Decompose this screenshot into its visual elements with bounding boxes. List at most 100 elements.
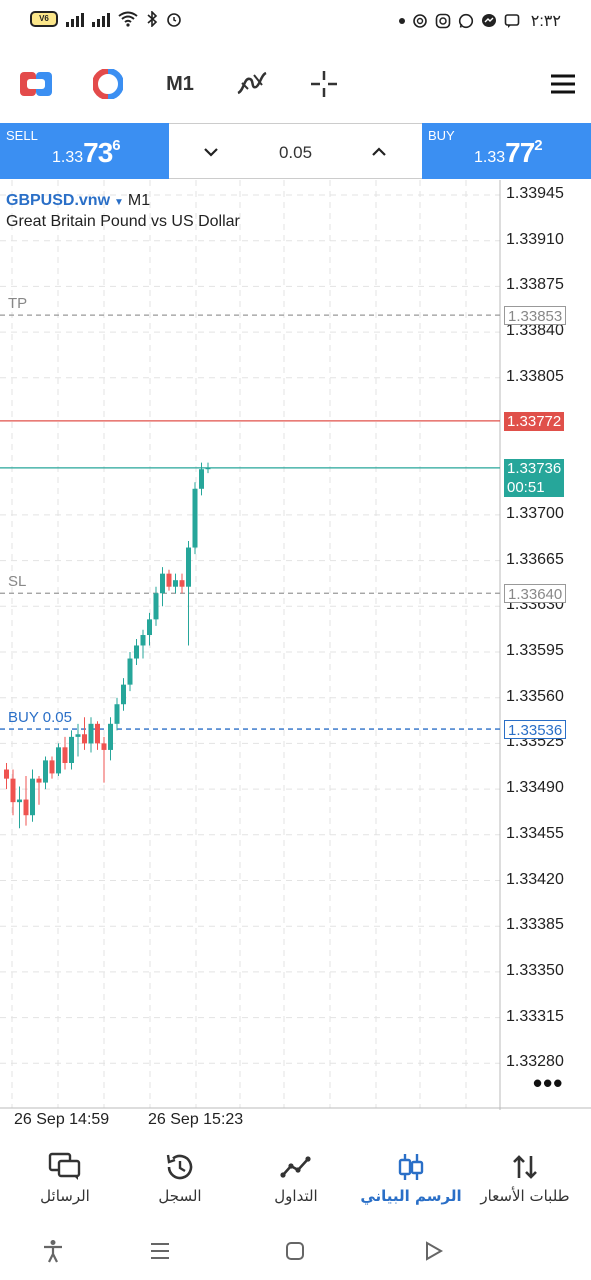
dot-icon	[398, 18, 405, 24]
nav-chart-label: الرسم البياني	[360, 1187, 462, 1205]
chat-notification-icon	[504, 14, 520, 28]
sl-price-box: 1.33640	[504, 584, 567, 604]
more-options-icon[interactable]: •••	[533, 1068, 564, 1098]
candle-body	[108, 723, 113, 750]
nav-quotes[interactable]: طلبات الأسعار	[466, 1138, 584, 1214]
candle-body	[192, 488, 198, 548]
candle-body	[134, 645, 139, 659]
volume-decrease-button[interactable]	[197, 138, 225, 166]
recent-apps-icon	[151, 1243, 169, 1259]
back-button[interactable]	[420, 1238, 446, 1264]
price-tick-label: 1.33420	[506, 870, 564, 888]
price-tick-label: 1.33350	[506, 961, 564, 979]
bar-countdown: 00:51	[507, 478, 545, 496]
time-label-2: 26 Sep 15:23	[148, 1111, 244, 1128]
objects-button[interactable]	[234, 64, 270, 104]
tp-price-box: 1.33853	[504, 306, 567, 326]
chatgpt-icon	[412, 14, 427, 28]
nav-trade[interactable]: التداول	[237, 1138, 355, 1214]
indicators-button[interactable]	[90, 64, 126, 104]
buy-price-main: 1.33	[474, 149, 506, 166]
chart-timeframe: M1	[127, 192, 151, 209]
chart-canvas	[0, 180, 591, 1110]
accessibility-button[interactable]	[40, 1238, 66, 1264]
bid-price-value: 1.33736	[507, 459, 562, 477]
home-button[interactable]	[282, 1238, 308, 1264]
nav-history-label: السجل	[158, 1187, 202, 1205]
recent-apps-button[interactable]	[147, 1238, 173, 1264]
price-tick-label: 1.33945	[506, 185, 564, 202]
sell-label: SELL	[6, 128, 38, 143]
buy-sell-toggle-icon	[20, 72, 52, 96]
trade-toggle-button[interactable]	[18, 64, 54, 104]
position-line-label[interactable]: BUY 0.05	[8, 709, 72, 727]
candle-body	[153, 593, 159, 620]
volume-value[interactable]: 0.05	[278, 143, 313, 162]
instagram-icon	[435, 13, 451, 29]
status-right: ٢:٣٢	[398, 11, 561, 31]
candle-body	[127, 658, 133, 685]
volume-increase-button[interactable]	[365, 138, 393, 166]
candle-body	[121, 684, 126, 705]
chart-title: GBPUSD.vnw ▼ M1	[6, 192, 150, 210]
battery-text: V6	[39, 14, 49, 23]
candle-body	[179, 580, 185, 587]
time-axis: 26 Sep 14:59 26 Sep 15:23	[0, 1108, 591, 1132]
hamburger-menu-icon	[551, 74, 575, 94]
sell-button[interactable]: SELL 1.33736	[0, 123, 169, 179]
buy-button[interactable]: BUY 1.33772	[422, 123, 591, 179]
timeframe-button[interactable]: M1	[160, 64, 200, 104]
candle-body	[23, 799, 29, 816]
status-bar: V6 ٢:٣٢	[0, 0, 591, 44]
nav-messages-label: الرسائل	[40, 1187, 90, 1205]
crosshair-icon	[311, 71, 337, 97]
candle-body	[10, 778, 16, 803]
buy-label: BUY	[428, 128, 455, 143]
candle-body	[186, 547, 191, 587]
buy-price-sup: 2	[534, 137, 543, 154]
chart-toolbar: M1	[0, 50, 591, 118]
price-tick-label: 1.33700	[506, 504, 564, 522]
trade-icon	[237, 1150, 355, 1184]
sl-line-label: SL	[8, 573, 27, 591]
price-tick-label: 1.33910	[506, 230, 564, 248]
messages-icon	[6, 1150, 124, 1184]
nav-history[interactable]: السجل	[121, 1138, 239, 1214]
candle-body	[166, 573, 172, 587]
chevron-down-icon	[204, 148, 218, 157]
bid-price-box: 1.33736 00:51	[504, 458, 565, 497]
candle-body	[140, 635, 146, 646]
tp-line-label: TP	[8, 295, 28, 313]
drawing-objects-icon	[237, 71, 267, 95]
candle-body	[160, 573, 165, 594]
nav-quotes-label: طلبات الأسعار	[480, 1187, 570, 1205]
price-chart[interactable]: GBPUSD.vnw ▼ M1 Great Britain Pound vs US …	[0, 180, 591, 1110]
price-tick-label: 1.33595	[506, 642, 564, 659]
sell-price-main: 1.33	[52, 149, 84, 166]
crosshair-button[interactable]	[306, 64, 342, 104]
nav-messages[interactable]: الرسائل	[6, 1138, 124, 1214]
candle-body	[62, 747, 68, 763]
candle-body	[75, 734, 81, 737]
sell-price-sup: 6	[112, 137, 121, 154]
nav-chart[interactable]: الرسم البياني	[352, 1138, 470, 1214]
home-square-icon	[286, 1242, 304, 1260]
ask-price-box: 1.33772	[504, 411, 565, 431]
symbol-name[interactable]: GBPUSD.vnw	[6, 192, 111, 209]
alarm-icon	[167, 13, 181, 27]
price-tick-label: 1.33385	[506, 916, 564, 934]
bottom-navigation: الرسائل السجل التداول الرسم البياني طلبا…	[0, 1138, 591, 1214]
candle-body	[173, 580, 178, 587]
volume-control: 0.05	[169, 123, 422, 179]
candle-body	[82, 734, 87, 744]
candle-body	[17, 799, 22, 803]
candle-body	[88, 723, 94, 744]
status-left: V6	[30, 11, 182, 27]
status-time: ٢:٣٢	[530, 13, 561, 30]
signal-icon	[66, 11, 84, 27]
candle-body	[147, 619, 152, 636]
sell-price-big: 73	[83, 137, 113, 168]
battery-icon: V6	[30, 11, 58, 27]
history-icon	[121, 1150, 239, 1184]
menu-button[interactable]	[545, 64, 581, 104]
